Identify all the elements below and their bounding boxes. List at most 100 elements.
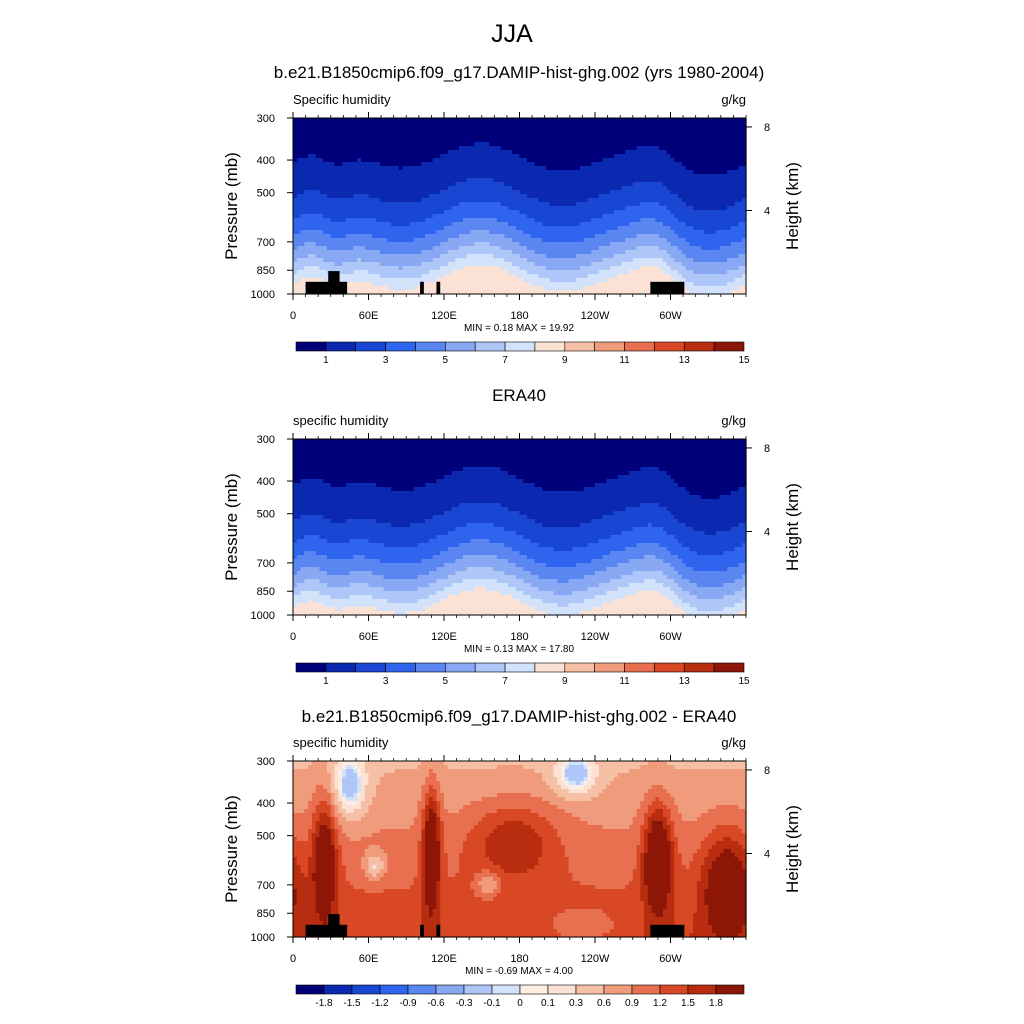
field-cell xyxy=(727,122,731,127)
field-cell xyxy=(508,258,512,263)
field-cell xyxy=(319,130,323,135)
field-cell xyxy=(338,178,342,183)
field-cell xyxy=(319,166,323,171)
field-cell xyxy=(633,214,637,219)
field-cell xyxy=(580,226,584,231)
field-cell xyxy=(459,270,463,275)
field-cell xyxy=(606,190,610,195)
field-cell xyxy=(395,246,399,251)
field-cell xyxy=(731,222,735,227)
field-cell xyxy=(410,134,414,139)
field-cell xyxy=(618,266,622,271)
field-cell xyxy=(535,270,539,275)
field-cell xyxy=(365,182,369,187)
field-cell xyxy=(637,210,641,215)
field-cell xyxy=(682,202,686,207)
field-cell xyxy=(474,130,478,135)
field-cell xyxy=(678,134,682,139)
field-cell xyxy=(384,246,388,251)
field-cell xyxy=(606,246,610,251)
field-cell xyxy=(720,202,724,207)
field-cell xyxy=(671,242,675,247)
field-cell xyxy=(486,162,490,167)
field-cell xyxy=(376,142,380,147)
field-cell xyxy=(391,126,395,131)
field-cell xyxy=(587,178,591,183)
field-cell xyxy=(720,162,724,167)
field-cell xyxy=(614,174,618,179)
field-cell xyxy=(319,222,323,227)
field-cell xyxy=(444,266,448,271)
field-cell xyxy=(723,238,727,243)
field-cell xyxy=(625,154,629,159)
field-cell xyxy=(614,142,618,147)
field-cell xyxy=(512,186,516,191)
field-cell xyxy=(527,166,531,171)
field-cell xyxy=(406,198,410,203)
field-cell xyxy=(470,226,474,231)
field-cell xyxy=(436,134,440,139)
field-cell xyxy=(708,230,712,235)
field-cell xyxy=(659,218,663,223)
field-cell xyxy=(414,218,418,223)
field-cell xyxy=(365,278,369,283)
field-cell xyxy=(425,238,429,243)
field-cell xyxy=(493,270,497,275)
field-cell xyxy=(482,226,486,231)
field-cell xyxy=(508,150,512,155)
field-cell xyxy=(418,166,422,171)
field-cell xyxy=(716,138,720,143)
field-cell xyxy=(463,202,467,207)
field-cell xyxy=(640,202,644,207)
field-cell xyxy=(550,158,554,163)
field-cell xyxy=(478,282,482,287)
field-cell xyxy=(693,182,697,187)
field-cell xyxy=(421,226,425,231)
field-cell xyxy=(395,206,399,211)
field-cell xyxy=(301,178,305,183)
field-cell xyxy=(727,154,731,159)
field-cell xyxy=(387,146,391,151)
field-cell xyxy=(467,202,471,207)
field-cell xyxy=(346,138,350,143)
field-cell xyxy=(561,146,565,151)
field-cell xyxy=(682,246,686,251)
field-cell xyxy=(433,266,437,271)
field-cell xyxy=(542,274,546,279)
field-cell xyxy=(470,278,474,283)
field-cell xyxy=(489,138,493,143)
field-cell xyxy=(659,250,663,255)
field-cell xyxy=(553,194,557,199)
field-cell xyxy=(655,214,659,219)
field-cell xyxy=(689,186,693,191)
field-cell xyxy=(565,250,569,255)
field-cell xyxy=(633,126,637,131)
field-cell xyxy=(644,210,648,215)
field-cell xyxy=(470,270,474,275)
field-cell xyxy=(508,166,512,171)
field-cell xyxy=(693,198,697,203)
field-cell xyxy=(384,158,388,163)
field-cell xyxy=(671,194,675,199)
field-cell xyxy=(474,270,478,275)
field-cell xyxy=(595,170,599,175)
field-cell xyxy=(399,246,403,251)
field-cell xyxy=(648,150,652,155)
field-cell xyxy=(603,250,607,255)
field-cell xyxy=(293,206,297,211)
field-cell xyxy=(501,182,505,187)
field-cell xyxy=(640,194,644,199)
field-cell xyxy=(693,218,697,223)
field-cell xyxy=(652,258,656,263)
field-cell xyxy=(640,170,644,175)
field-cell xyxy=(301,226,305,231)
field-cell xyxy=(689,242,693,247)
field-cell xyxy=(731,166,735,171)
field-cell xyxy=(308,134,312,139)
field-cell xyxy=(712,118,716,123)
field-cell xyxy=(406,146,410,151)
field-cell xyxy=(516,238,520,243)
field-cell xyxy=(452,190,456,195)
field-cell xyxy=(697,126,701,131)
field-cell xyxy=(361,282,365,287)
